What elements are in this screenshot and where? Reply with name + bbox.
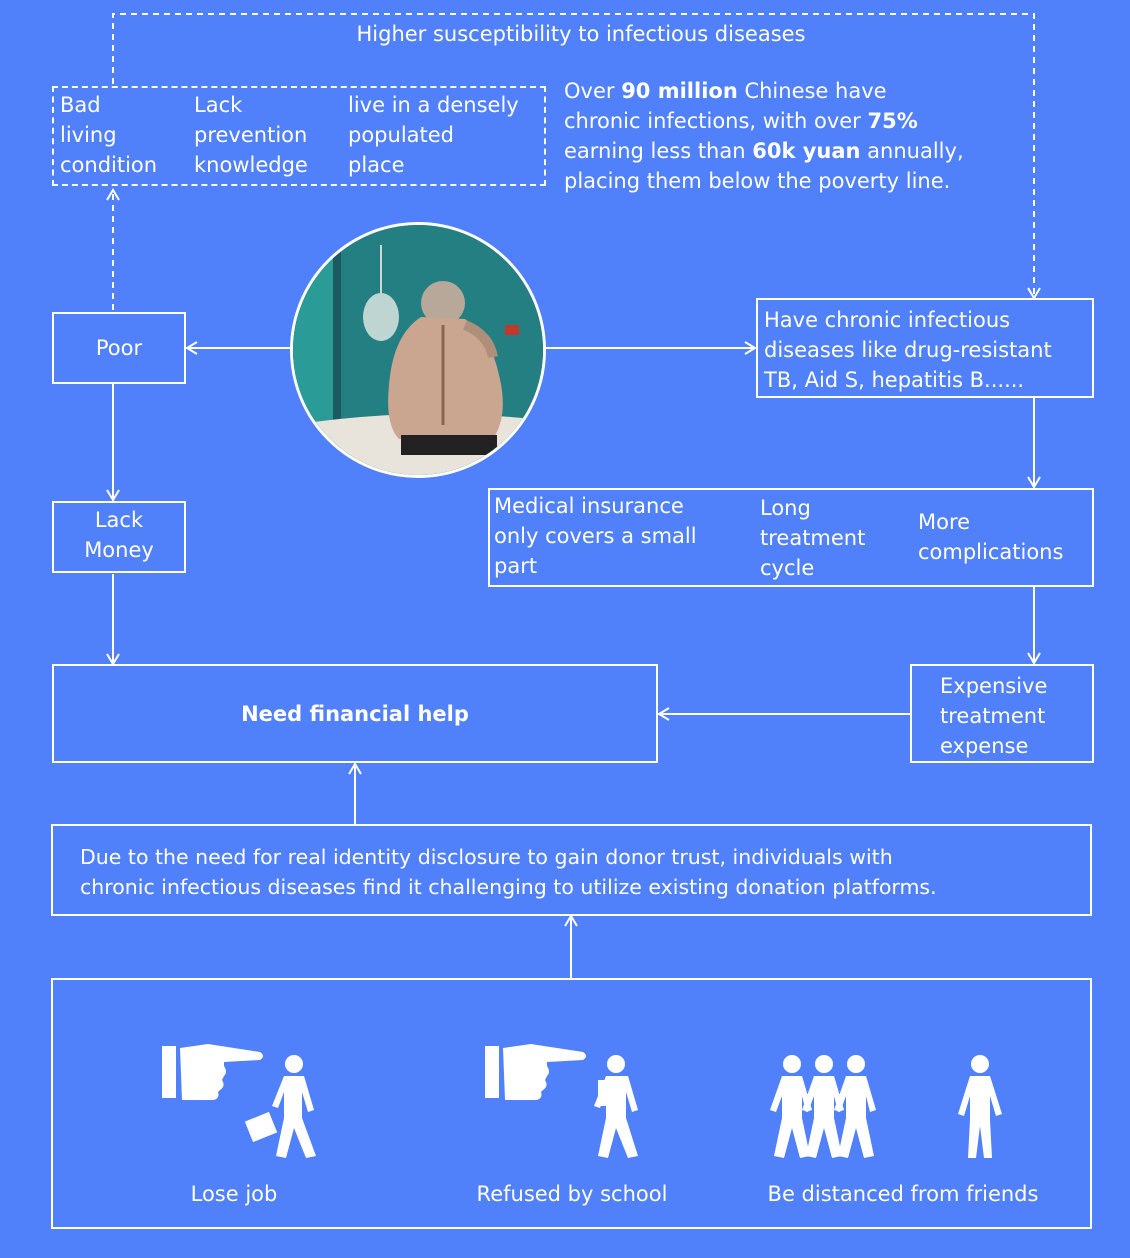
patient-photo (290, 222, 546, 478)
disclosure-line1: Due to the need for real identity disclo… (80, 845, 893, 869)
stat-text: chronic infections, with over (564, 109, 868, 133)
pointing-hand-icon (162, 1044, 263, 1100)
refused-by-school-label: Refused by school (476, 1182, 668, 1206)
factor-insurance-line2: only covers a small (494, 524, 697, 548)
lack-money-box (52, 501, 186, 573)
cause-dense-place-line3: place (348, 153, 405, 177)
factor-insurance-line3: part (494, 554, 538, 578)
stat-text: placing them below the poverty line. (564, 169, 951, 193)
stat-text: annually, (860, 139, 964, 163)
cause-dense-place-line1: live in a densely (348, 93, 519, 117)
chronic-disease-box (756, 298, 1094, 398)
poor-label: Poor (95, 336, 143, 360)
cause-bad-living-line1: Bad (60, 93, 101, 117)
stat-highlight-75-percent: 75% (867, 109, 918, 133)
factor-complications-line1: More (918, 510, 971, 534)
treatment-factors-box (488, 488, 1094, 587)
identity-disclosure-box (51, 824, 1092, 916)
walking-student-icon (594, 1055, 638, 1158)
cause-dense-place-line2: populated (348, 123, 455, 147)
lack-money-line2: Money (84, 538, 154, 562)
cause-bad-living-line2: living (60, 123, 117, 147)
distanced-from-friends-label: Be distanced from friends (767, 1182, 1039, 1206)
factor-long-cycle-line3: cycle (760, 556, 815, 580)
lack-money-line1: Lack (94, 508, 144, 532)
pointing-hand-icon (485, 1044, 586, 1100)
cause-bad-living-line3: condition (60, 153, 158, 177)
poor-box (52, 312, 186, 384)
discrimination-box (51, 978, 1092, 1229)
patient-photo-illustration (293, 225, 543, 475)
stat-text: earning less than (564, 139, 753, 163)
stat-text: Chinese have (737, 79, 887, 103)
causes-box (52, 86, 546, 186)
factor-insurance-line1: Medical insurance (494, 494, 684, 518)
need-financial-help-label: Need financial help (241, 702, 469, 726)
expensive-expense-box (910, 664, 1094, 763)
top-label: Higher susceptibility to infectious dise… (356, 22, 806, 46)
factor-long-cycle-line1: Long (760, 496, 811, 520)
statistic-text: Over 90 million Chinese have chronic inf… (564, 76, 1024, 196)
walking-person-with-briefcase-icon (244, 1055, 316, 1158)
chronic-line1: Have chronic infectious (764, 308, 1011, 332)
stat-highlight-60k-yuan: 60k yuan (752, 139, 861, 163)
factor-complications-line2: complications (918, 540, 1064, 564)
stat-text: Over (564, 79, 622, 103)
stat-highlight-90-million: 90 million (621, 79, 738, 103)
disclosure-line2: chronic infectious diseases find it chal… (80, 875, 937, 899)
cause-lack-prevention-line1: Lack (194, 93, 243, 117)
cause-lack-prevention-line2: prevention (194, 123, 308, 147)
group-of-people-icon (770, 1055, 876, 1158)
standing-person-icon (958, 1055, 1002, 1158)
chronic-line2: diseases like drug-resistant (764, 338, 1052, 362)
cause-lack-prevention-line3: knowledge (194, 153, 308, 177)
expensive-line3: expense (940, 734, 1029, 758)
factor-long-cycle-line2: treatment (760, 526, 866, 550)
expensive-line1: Expensive (940, 674, 1048, 698)
expensive-line2: treatment (940, 704, 1046, 728)
chronic-line3: TB, Aid S, hepatitis B...... (764, 368, 1025, 392)
need-financial-help-box (52, 664, 658, 763)
lose-job-label: Lose job (190, 1182, 278, 1206)
dashed-loop-top (112, 13, 1041, 300)
